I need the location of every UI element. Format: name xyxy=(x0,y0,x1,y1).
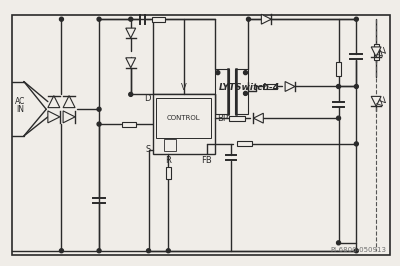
Circle shape xyxy=(336,241,340,245)
Polygon shape xyxy=(126,58,136,68)
Bar xyxy=(156,98,211,138)
Circle shape xyxy=(129,92,133,96)
Circle shape xyxy=(246,17,250,21)
Bar xyxy=(152,94,215,154)
Text: CONTROL: CONTROL xyxy=(167,115,200,121)
Polygon shape xyxy=(371,47,381,57)
Circle shape xyxy=(216,71,220,75)
Text: S: S xyxy=(145,145,150,154)
Circle shape xyxy=(129,17,133,21)
Text: D: D xyxy=(144,94,150,103)
Polygon shape xyxy=(63,96,75,108)
Polygon shape xyxy=(371,96,381,106)
Circle shape xyxy=(354,85,358,89)
Polygon shape xyxy=(254,113,263,123)
Circle shape xyxy=(60,249,64,253)
Circle shape xyxy=(336,85,340,89)
Text: AC: AC xyxy=(15,97,25,106)
Circle shape xyxy=(336,116,340,120)
Polygon shape xyxy=(48,96,60,108)
Bar xyxy=(166,167,171,178)
Circle shape xyxy=(97,122,101,126)
Circle shape xyxy=(97,249,101,253)
Text: BP: BP xyxy=(217,114,228,123)
Circle shape xyxy=(97,107,101,111)
Polygon shape xyxy=(63,111,75,123)
Circle shape xyxy=(166,249,170,253)
Bar xyxy=(152,17,165,22)
Bar xyxy=(235,69,248,114)
Bar xyxy=(336,62,341,76)
Bar xyxy=(122,122,136,127)
Circle shape xyxy=(354,249,358,253)
Circle shape xyxy=(97,17,101,21)
Circle shape xyxy=(244,92,248,95)
Bar xyxy=(374,44,379,60)
Polygon shape xyxy=(261,14,271,24)
Circle shape xyxy=(146,249,150,253)
Polygon shape xyxy=(126,28,136,38)
Text: R: R xyxy=(165,156,171,165)
Bar xyxy=(215,69,229,114)
Bar xyxy=(164,139,176,151)
Polygon shape xyxy=(285,82,295,92)
Text: IN: IN xyxy=(16,105,24,114)
Text: LYTSwitch-4: LYTSwitch-4 xyxy=(219,84,280,92)
Bar xyxy=(229,116,244,120)
Text: PI-6800-050913: PI-6800-050913 xyxy=(330,247,386,253)
Bar xyxy=(263,84,277,89)
Text: FB: FB xyxy=(202,156,212,165)
Circle shape xyxy=(244,71,248,75)
Bar xyxy=(237,142,252,146)
Circle shape xyxy=(354,142,358,146)
Polygon shape xyxy=(48,111,60,123)
Circle shape xyxy=(354,17,358,21)
Circle shape xyxy=(60,17,64,21)
Text: V: V xyxy=(181,84,186,92)
